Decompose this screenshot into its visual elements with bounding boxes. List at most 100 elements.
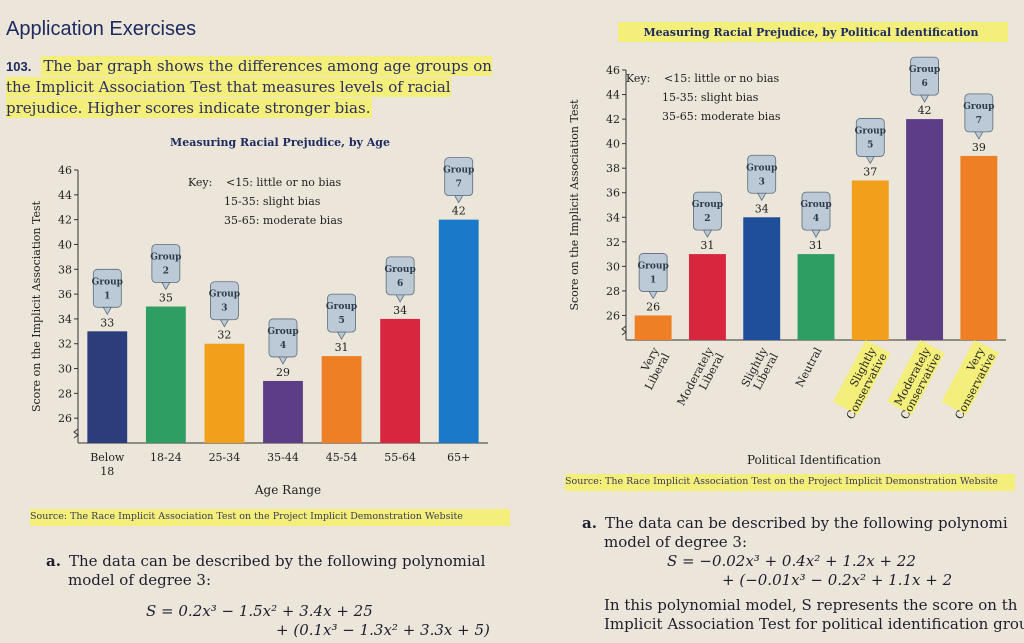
group-callout-word: Group xyxy=(692,200,723,210)
exercise-intro-text: The bar graph shows the differences amon… xyxy=(6,56,492,118)
group-callout-pointer xyxy=(919,94,930,103)
group-callout-pointer xyxy=(219,319,230,328)
group-callout-pointer xyxy=(395,294,405,303)
bar-value-label: 29 xyxy=(276,366,290,379)
group-callout-word: Group xyxy=(150,253,181,263)
group-callout-pointer xyxy=(702,229,713,238)
group-callout-word: Group xyxy=(92,277,123,287)
group-callout-bubble xyxy=(327,293,356,333)
group-callout-bubble xyxy=(855,118,885,157)
y-tick-label: 40 xyxy=(58,238,72,251)
key-title: Key: xyxy=(188,176,212,189)
y-tick-label: 42 xyxy=(58,214,72,227)
group-callout-label: Group 7 xyxy=(963,102,994,126)
key-entry: 35-65: moderate bias xyxy=(224,214,343,227)
group-callout-label: Group 6 xyxy=(909,65,940,89)
group-callout-bubble xyxy=(964,93,994,133)
group-callout-bubble xyxy=(151,244,181,283)
exercise-intro: 103. The bar graph shows the differences … xyxy=(6,56,511,119)
y-tick-label: 40 xyxy=(606,138,620,151)
bar-7 xyxy=(438,219,479,443)
group-callout-word: Group xyxy=(443,166,474,176)
group-callout-label: Group 1 xyxy=(638,261,669,285)
bar-value-label: 34 xyxy=(755,202,769,215)
political-bar-chart: Measuring Racial Prejudice, by Political… xyxy=(568,22,1008,467)
bar-value-label: 31 xyxy=(809,239,823,252)
y-tick-label: 26 xyxy=(606,309,620,322)
y-tick-label: 36 xyxy=(58,288,72,301)
x-category-label: ModeratelyLiberal xyxy=(675,345,727,414)
right-source-note: Source: The Race Implicit Association Te… xyxy=(565,474,1015,491)
group-callout-label: Group 3 xyxy=(746,163,777,187)
bar-4 xyxy=(263,380,303,443)
y-tick-label: 36 xyxy=(606,187,620,200)
bar-3 xyxy=(204,343,245,443)
x-category-label: 45-54 xyxy=(326,451,358,464)
key-entry: <15: little or no bias xyxy=(226,176,342,189)
key-entry: 35-65: moderate bias xyxy=(662,110,781,123)
group-callout-number: 4 xyxy=(813,214,819,224)
group-callout-label: Group 4 xyxy=(800,200,831,224)
bar-value-label: 31 xyxy=(700,239,714,252)
category-highlight xyxy=(832,339,891,415)
bar-value-label: 35 xyxy=(159,292,173,305)
x-axis-label: Age Range xyxy=(254,483,321,497)
bar-6 xyxy=(906,119,944,340)
group-callout-label: Group 6 xyxy=(385,265,416,289)
y-tick-label: 42 xyxy=(606,113,620,126)
y-tick-label: 32 xyxy=(58,338,72,351)
group-callout-bubble xyxy=(747,154,777,194)
group-callout-number: 7 xyxy=(456,180,462,190)
y-axis-label: Score on the Implicit Association Test xyxy=(30,200,43,412)
group-callout-word: Group xyxy=(267,327,298,337)
x-category-label: SlightlyLiberal xyxy=(739,345,782,395)
y-tick-label: 44 xyxy=(58,189,72,202)
bar-5 xyxy=(321,356,362,443)
group-callout-number: 1 xyxy=(650,275,656,285)
group-callout-number: 4 xyxy=(280,341,286,351)
x-category-label: Neutral xyxy=(793,345,825,389)
right-part-a: a. The data can be described by the follo… xyxy=(582,514,1024,634)
x-category-label: 35-44 xyxy=(267,451,299,464)
group-callout-label: Group 5 xyxy=(855,126,886,150)
group-callout-word: Group xyxy=(800,200,831,210)
group-callout-pointer xyxy=(161,282,171,291)
group-callout-bubble xyxy=(92,268,122,308)
group-callout-pointer xyxy=(102,306,112,316)
right-part-a-label: a. xyxy=(582,514,597,532)
key-entry: <15: little or no bias xyxy=(664,72,780,85)
section-heading: Application Exercises xyxy=(6,18,197,40)
group-callout-number: 2 xyxy=(163,267,169,277)
y-tick-label: 44 xyxy=(606,89,620,102)
y-tick-label: 46 xyxy=(606,64,620,77)
y-tick-label: 38 xyxy=(606,162,620,175)
bar-4 xyxy=(797,254,835,340)
group-callout-bubble xyxy=(910,56,939,96)
chart-title: Measuring Racial Prejudice, by Political… xyxy=(644,26,979,39)
group-callout-bubble xyxy=(210,281,239,321)
x-category-label: 18-24 xyxy=(150,451,182,464)
group-callout-number: 7 xyxy=(976,116,982,126)
group-callout-pointer xyxy=(336,331,347,340)
x-category-label: ModeratelyConservative xyxy=(887,345,944,422)
bar-6 xyxy=(380,318,421,443)
group-callout-pointer xyxy=(757,192,767,202)
bar-value-label: 31 xyxy=(335,341,349,354)
y-tick-label: 28 xyxy=(606,285,620,298)
group-callout-number: 6 xyxy=(397,279,403,289)
y-tick-label: 34 xyxy=(606,211,620,224)
group-callout-bubble xyxy=(385,256,415,296)
group-callout-word: Group xyxy=(855,126,886,136)
bar-value-label: 42 xyxy=(918,104,932,117)
right-formula-2: + (−0.01x³ − 0.2x² + 1.1x + 2 xyxy=(722,571,953,589)
bar-value-label: 37 xyxy=(863,165,877,178)
group-callout-number: 2 xyxy=(704,214,710,224)
group-callout-pointer xyxy=(865,156,875,165)
group-callout-pointer xyxy=(648,291,658,300)
y-tick-label: 46 xyxy=(58,164,72,177)
group-callout-number: 5 xyxy=(338,316,344,326)
age-bar-chart: Measuring Racial Prejudice, by Age262830… xyxy=(30,136,488,497)
group-callout-pointer xyxy=(278,356,288,365)
bar-1 xyxy=(87,331,128,443)
group-callout-bubble xyxy=(268,318,298,358)
